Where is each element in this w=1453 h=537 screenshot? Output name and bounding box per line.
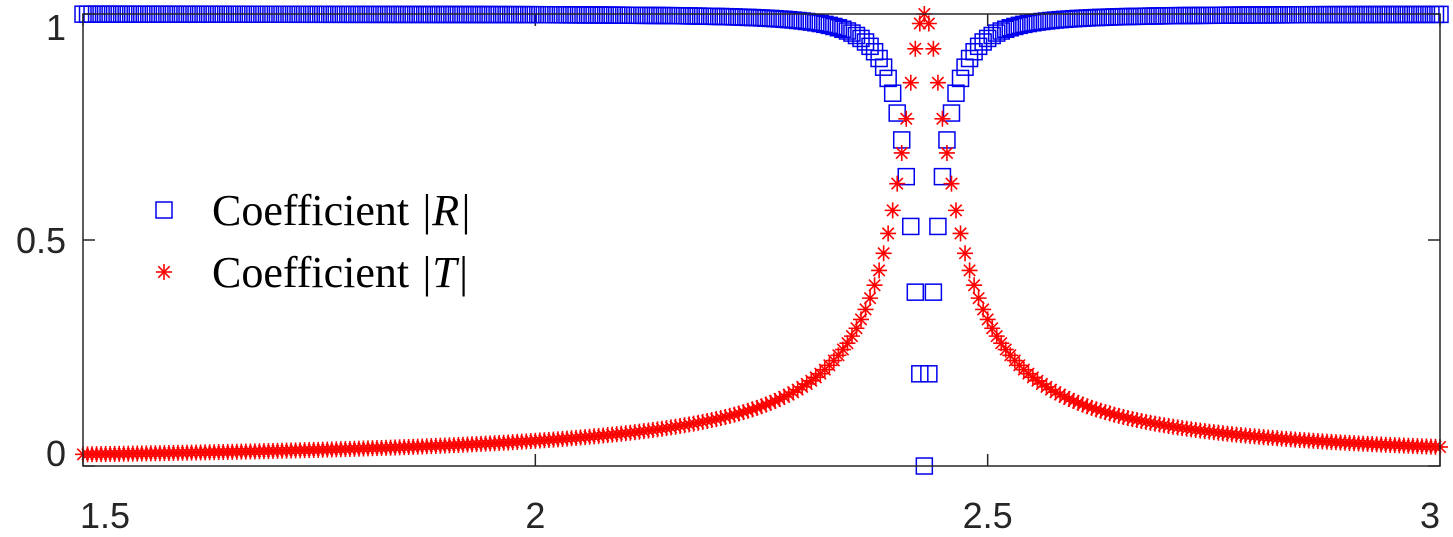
y-tick-label: 0.5 — [16, 220, 66, 261]
t-point — [875, 245, 892, 262]
t-point — [934, 110, 951, 127]
t-point — [1047, 384, 1064, 401]
t-point — [925, 40, 942, 57]
r-point — [825, 17, 843, 36]
r-point — [997, 20, 1015, 39]
t-point — [898, 110, 915, 127]
r-point — [974, 33, 992, 51]
t-point — [862, 290, 879, 307]
x-tick-label: 3 — [1420, 495, 1440, 536]
t-point — [893, 144, 910, 161]
t-point — [966, 277, 983, 294]
r-point — [807, 14, 825, 32]
axes: 1.5 2 2.5 3 0 0.5 1 — [16, 7, 1441, 536]
x-tick-label: 2.5 — [963, 495, 1013, 536]
t-point — [843, 328, 860, 345]
r-point — [960, 49, 979, 68]
r-point — [847, 26, 866, 45]
r-point — [820, 16, 839, 35]
r-point — [883, 84, 902, 102]
legend-label-t: Coefficient |T| — [212, 248, 469, 297]
axes-box — [82, 13, 1441, 467]
r-point — [888, 104, 906, 122]
series-t — [75, 6, 1448, 463]
t-point — [948, 202, 965, 219]
t-point — [929, 74, 946, 91]
x-tick-label: 2 — [525, 495, 545, 536]
t-point — [902, 74, 919, 91]
t-point — [857, 301, 874, 318]
r-point — [865, 42, 884, 61]
r-point — [1001, 19, 1020, 37]
r-point — [947, 84, 965, 102]
r-point — [965, 42, 983, 61]
r-point — [1019, 14, 1038, 33]
r-point — [992, 22, 1010, 40]
r-point — [861, 37, 879, 56]
r-point — [920, 365, 938, 383]
t-point — [798, 375, 815, 392]
t-point — [871, 262, 888, 279]
t-point — [889, 175, 906, 192]
t-point — [907, 40, 924, 57]
t-point — [880, 225, 897, 242]
r-point — [933, 167, 952, 186]
r-point — [879, 69, 897, 88]
r-point — [1015, 15, 1033, 34]
r-point — [834, 20, 852, 39]
t-point — [943, 175, 960, 192]
r-point — [897, 167, 915, 186]
r-point — [1010, 16, 1029, 35]
plot-background — [83, 14, 1440, 466]
r-point — [942, 104, 961, 122]
x-tick-label: 1.5 — [80, 495, 130, 536]
t-point — [979, 311, 996, 328]
t-point — [952, 225, 969, 242]
t-point — [848, 320, 865, 337]
r-point — [983, 26, 1001, 45]
r-point — [924, 283, 943, 301]
y-tick-label: 1 — [46, 7, 66, 48]
legend-marker-t — [156, 264, 172, 280]
r-point — [987, 24, 1006, 42]
r-point — [874, 58, 893, 76]
t-point — [776, 388, 793, 405]
r-point — [906, 283, 925, 301]
r-point — [951, 69, 970, 88]
t-point — [884, 202, 901, 219]
y-tick-label: 0 — [46, 433, 66, 474]
r-point — [811, 14, 830, 33]
r-point — [816, 15, 834, 34]
t-point — [970, 290, 987, 307]
legend: Coefficient |R| Coefficient |T| — [155, 186, 471, 297]
t-point — [957, 245, 974, 262]
t-point — [961, 262, 978, 279]
r-point — [929, 217, 947, 236]
r-point — [911, 365, 929, 383]
legend-marker-r — [155, 201, 173, 219]
r-point — [902, 217, 920, 236]
r-point — [856, 33, 875, 51]
r-point — [829, 19, 848, 37]
t-point — [920, 15, 937, 32]
legend-label-r: Coefficient |R| — [212, 186, 471, 235]
t-point — [866, 277, 883, 294]
t-point — [984, 320, 1001, 337]
t-point — [938, 144, 955, 161]
r-point — [843, 24, 861, 42]
r-point — [1006, 17, 1024, 36]
